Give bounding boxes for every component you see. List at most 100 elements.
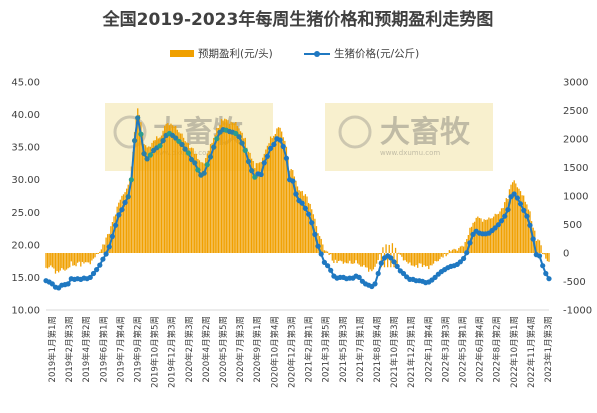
profit-bar bbox=[518, 188, 520, 253]
profit-bar bbox=[94, 253, 96, 258]
price-point bbox=[109, 233, 115, 239]
watermark-subtext: www.dxumu.com bbox=[380, 149, 440, 157]
profit-bar bbox=[65, 253, 68, 270]
x-tick-label: 2021年12月第1周 bbox=[406, 316, 417, 388]
profit-bar bbox=[163, 125, 166, 253]
profit-bar bbox=[382, 247, 384, 253]
profit-bar bbox=[238, 128, 240, 253]
profit-bar bbox=[236, 125, 239, 253]
profit-bar bbox=[325, 250, 327, 253]
price-point bbox=[160, 138, 166, 144]
profit-bar bbox=[538, 240, 541, 253]
profit-bar bbox=[244, 137, 246, 253]
profit-bar bbox=[439, 253, 441, 260]
x-tick-label: 2022年10月第1周 bbox=[509, 316, 520, 388]
profit-bar bbox=[391, 243, 394, 253]
profit-bar bbox=[535, 240, 537, 253]
profit-bar bbox=[458, 248, 460, 253]
profit-bar bbox=[269, 136, 272, 253]
profit-bar bbox=[284, 140, 286, 253]
profit-bar bbox=[53, 253, 55, 269]
profit-bar bbox=[385, 244, 387, 253]
profit-bar bbox=[135, 117, 137, 253]
profit-bar bbox=[95, 253, 98, 254]
profit-bar bbox=[86, 253, 88, 263]
profit-bar bbox=[415, 253, 417, 266]
profit-bar bbox=[243, 138, 245, 253]
x-tick-label: 2020年5月第5周 bbox=[218, 316, 229, 382]
profit-bar bbox=[372, 253, 375, 270]
profit-bar bbox=[89, 253, 91, 265]
profit-bar bbox=[72, 253, 74, 266]
profit-bar bbox=[127, 184, 129, 253]
x-tick-label: 2019年2月第3周 bbox=[64, 316, 75, 382]
profit-bar bbox=[181, 133, 183, 253]
profit-bar bbox=[187, 143, 190, 253]
price-point bbox=[432, 274, 438, 280]
price-point bbox=[543, 270, 549, 277]
profit-bar bbox=[345, 253, 348, 264]
profit-bar bbox=[91, 253, 93, 261]
profit-bar bbox=[45, 253, 47, 268]
x-tick-label: 2019年4月第2周 bbox=[81, 316, 92, 382]
profit-bar bbox=[526, 204, 528, 253]
profit-bar bbox=[260, 161, 262, 253]
price-point bbox=[132, 138, 138, 144]
profit-bar bbox=[209, 144, 212, 253]
profit-bar bbox=[323, 250, 326, 253]
price-point bbox=[502, 213, 508, 219]
profit-bar bbox=[92, 253, 95, 259]
profit-bar bbox=[170, 123, 172, 254]
profit-bar bbox=[119, 199, 121, 253]
y-right-tick-label: 1500 bbox=[563, 163, 588, 174]
profit-bar bbox=[342, 253, 345, 264]
price-point bbox=[514, 195, 521, 201]
profit-bar bbox=[48, 253, 50, 268]
price-point bbox=[122, 199, 128, 206]
legend-label-price: 生猪价格(元/公斤) bbox=[334, 47, 419, 60]
price-point bbox=[264, 153, 270, 159]
profit-bar bbox=[455, 249, 457, 253]
legend-marker-price bbox=[314, 51, 320, 57]
profit-bar bbox=[453, 248, 455, 253]
profit-bar bbox=[499, 211, 501, 253]
profit-bar bbox=[276, 128, 278, 253]
profit-bar bbox=[197, 158, 199, 253]
profit-bar bbox=[350, 253, 352, 264]
profit-bar bbox=[231, 122, 234, 253]
profit-bar bbox=[412, 253, 414, 266]
x-tick-label: 2019年1月第1周 bbox=[47, 316, 58, 382]
price-point bbox=[233, 130, 239, 137]
profit-bar bbox=[344, 253, 346, 263]
price-point bbox=[201, 170, 207, 176]
profit-bar bbox=[443, 253, 446, 254]
profit-bar bbox=[186, 142, 188, 253]
profit-bar bbox=[214, 134, 216, 253]
profit-bar bbox=[434, 253, 436, 262]
price-point bbox=[524, 213, 530, 219]
profit-bar bbox=[511, 182, 514, 253]
profit-bar bbox=[374, 253, 376, 267]
price-point bbox=[318, 251, 324, 257]
price-point bbox=[309, 220, 315, 226]
profit-bar bbox=[426, 253, 428, 266]
profit-bar bbox=[213, 137, 215, 253]
profit-bar bbox=[475, 217, 477, 253]
y-axis-right: -1000 -500 0 500 1000 1500 2000 2500 3000 bbox=[563, 78, 592, 317]
profit-bar bbox=[502, 207, 504, 253]
profit-bar bbox=[303, 195, 305, 253]
x-tick-label: 2021年7月第1周 bbox=[355, 316, 366, 382]
profit-bar bbox=[222, 120, 224, 253]
profit-bar bbox=[461, 245, 463, 253]
price-point bbox=[495, 222, 501, 228]
profit-bar bbox=[124, 192, 126, 253]
price-line-path bbox=[45, 117, 550, 289]
x-tick-label: 2021年5月第3周 bbox=[338, 316, 349, 382]
profit-bar bbox=[442, 253, 444, 258]
price-point bbox=[540, 263, 546, 269]
profit-bar bbox=[263, 153, 265, 253]
price-point bbox=[536, 253, 543, 259]
profit-bar bbox=[228, 123, 231, 253]
profit-bar bbox=[121, 195, 123, 253]
profit-bar bbox=[175, 125, 177, 253]
